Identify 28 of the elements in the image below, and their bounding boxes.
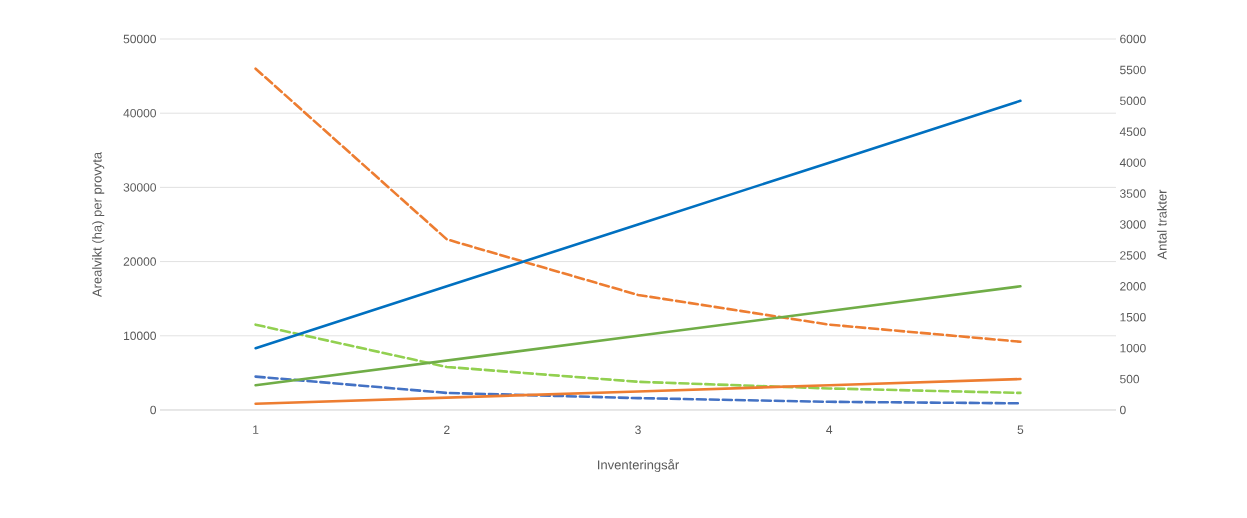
x-tick-label: 5 <box>1017 425 1024 434</box>
y-tick-label: 40000 <box>123 108 157 118</box>
y2-tick-label: 3000 <box>1119 220 1146 229</box>
y2-tick-label: 5000 <box>1120 96 1146 106</box>
x-tick-label: 1 <box>253 425 259 434</box>
y-tick-label: 10000 <box>124 331 157 341</box>
y2-tick-label: 3500 <box>1119 189 1146 198</box>
x-tick-label: 3 <box>635 425 641 435</box>
y2-tick-label: 500 <box>1120 374 1140 384</box>
y2-tick-label: 1500 <box>1120 312 1146 322</box>
y2-tick-label: 4500 <box>1119 127 1146 136</box>
y2-tick-label: 1000 <box>1120 343 1146 353</box>
y-axis-title: Arealvikt (ha) per provyta <box>92 151 105 298</box>
y2-tick-label: 4000 <box>1119 158 1146 167</box>
y2-tick-label: 0 <box>1120 405 1126 415</box>
x-tick-label: 2 <box>444 425 450 434</box>
y-tick-label: 50000 <box>123 34 157 44</box>
y-tick-label: 0 <box>150 405 157 415</box>
y-tick-label: 30000 <box>123 183 157 192</box>
line-series <box>254 323 1022 395</box>
y2-tick-label: 5500 <box>1120 65 1146 75</box>
y2-axis-title: Antal trakter <box>1157 189 1167 260</box>
x-axis-title: Inventeringsår <box>598 458 679 473</box>
x-tick-label: 4 <box>826 425 833 434</box>
y2-tick-label: 2500 <box>1120 251 1146 260</box>
y2-tick-label: 6000 <box>1120 34 1146 44</box>
y2-tick-label: 2000 <box>1120 282 1146 291</box>
y-tick-label: 20000 <box>123 257 157 266</box>
